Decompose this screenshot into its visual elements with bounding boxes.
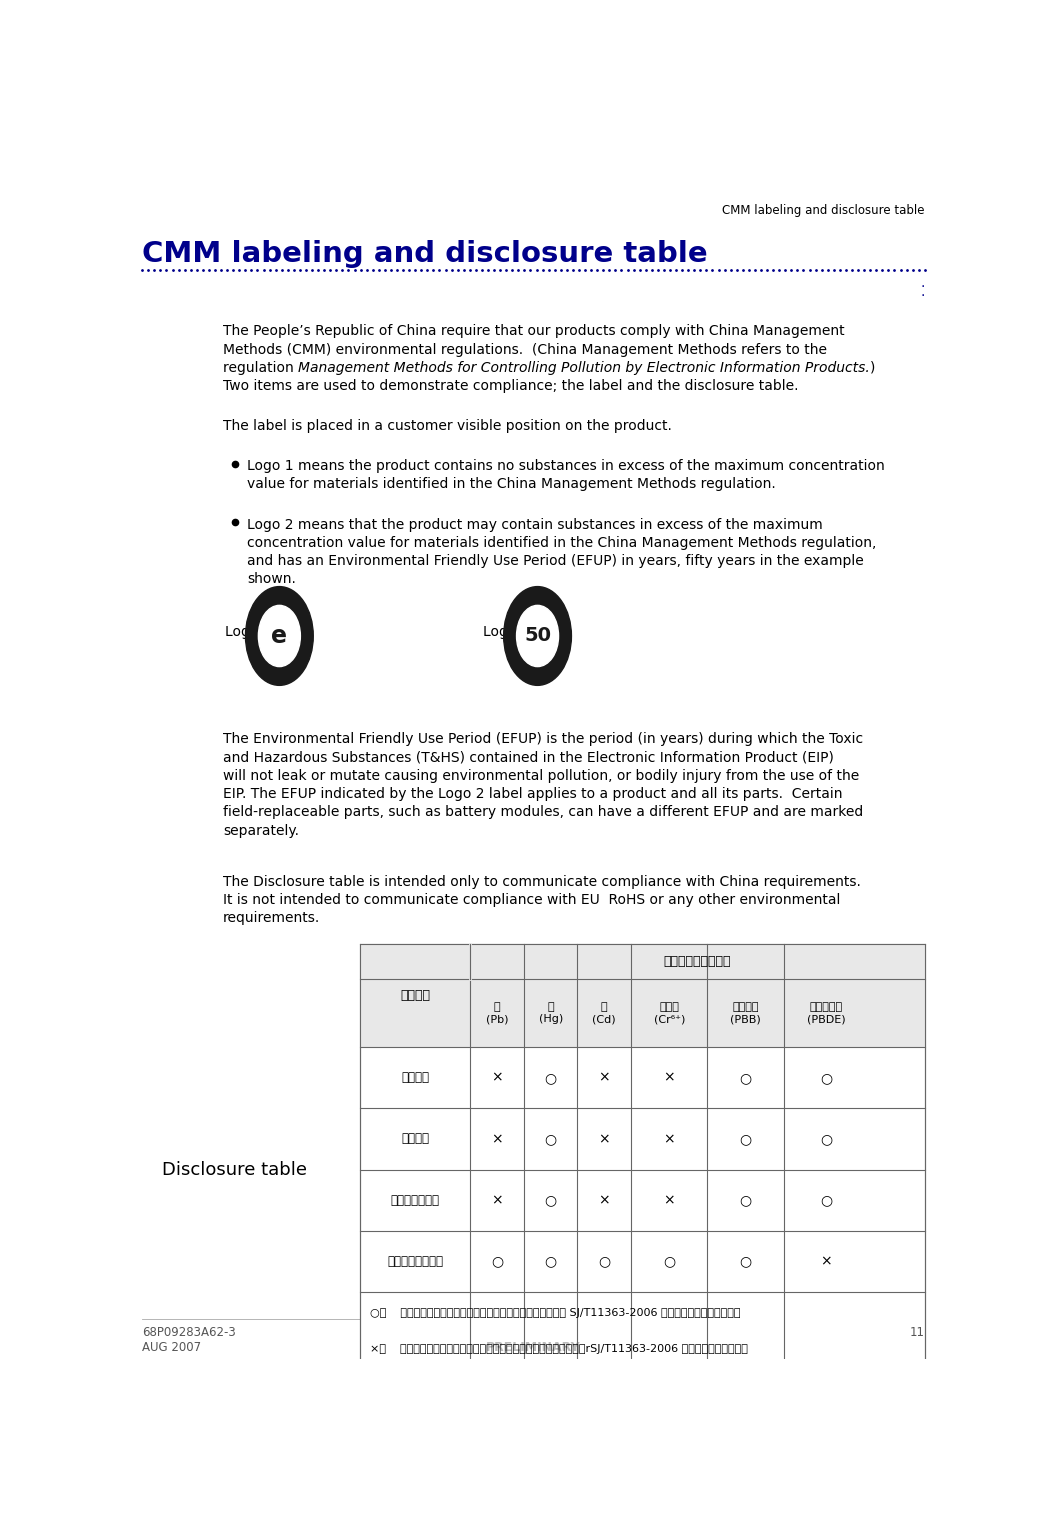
- Text: and has an Environmental Friendly Use Period (EFUP) in years, fifty years in the: and has an Environmental Friendly Use Pe…: [247, 554, 864, 568]
- Text: ○: ○: [739, 1070, 752, 1084]
- Text: ×: ×: [491, 1132, 503, 1145]
- Text: CMM labeling and disclosure table: CMM labeling and disclosure table: [722, 205, 924, 217]
- Text: ○: ○: [544, 1193, 557, 1208]
- Text: ○: ○: [663, 1254, 676, 1269]
- Text: ×: ×: [599, 1132, 610, 1145]
- Text: ○: ○: [491, 1254, 503, 1269]
- Text: 多溨联苯
(PBB): 多溨联苯 (PBB): [730, 1002, 761, 1025]
- Bar: [360, 944, 924, 1416]
- Text: ○: ○: [544, 1070, 557, 1084]
- Text: requirements.: requirements.: [223, 912, 321, 925]
- Text: ×: ×: [663, 1070, 675, 1084]
- Text: 钓
(Pb): 钓 (Pb): [486, 1002, 508, 1025]
- Text: It is not intended to communicate compliance with EU  RoHS or any other environm: It is not intended to communicate compli…: [223, 893, 840, 907]
- Text: ○: ○: [820, 1193, 832, 1208]
- Text: Management Methods for Controlling Pollution by Electronic Information Products.: Management Methods for Controlling Pollu…: [298, 360, 870, 374]
- Text: will not leak or mutate causing environmental pollution, or bodily injury from t: will not leak or mutate causing environm…: [223, 768, 859, 783]
- Text: Disclosure table: Disclosure table: [162, 1161, 307, 1179]
- Text: ): ): [870, 360, 875, 374]
- Circle shape: [246, 586, 313, 686]
- Text: 11: 11: [910, 1325, 924, 1339]
- Text: Logo 1 means the product contains no substances in excess of the maximum concent: Logo 1 means the product contains no sub…: [247, 460, 885, 473]
- Text: 68P09283A62-3: 68P09283A62-3: [143, 1325, 236, 1339]
- Circle shape: [516, 605, 559, 667]
- Text: ○：    表示该有毒有害物质在该部件所有均质材料中的含量均在 SJ/T11363-2006 标准规定的限量要求以下。: ○： 表示该有毒有害物质在该部件所有均质材料中的含量均在 SJ/T11363-2…: [370, 1309, 740, 1318]
- Text: ×: ×: [663, 1193, 675, 1208]
- Text: The label is placed in a customer visible position on the product.: The label is placed in a customer visibl…: [223, 418, 671, 434]
- Text: ×: ×: [491, 1070, 503, 1084]
- Bar: [360, 944, 924, 979]
- Text: separately.: separately.: [223, 823, 299, 837]
- Text: ○: ○: [544, 1132, 557, 1145]
- Text: Two items are used to demonstrate compliance; the label and the disclosure table: Two items are used to demonstrate compli…: [223, 379, 798, 392]
- Text: shown.: shown.: [247, 573, 296, 586]
- Text: 镎
(Cd): 镎 (Cd): [592, 1002, 616, 1025]
- Text: ×: ×: [491, 1193, 503, 1208]
- Text: 六价铬
(Cr⁶⁺): 六价铬 (Cr⁶⁺): [654, 1002, 685, 1025]
- Text: ○: ○: [739, 1193, 752, 1208]
- Text: Logo 2: Logo 2: [483, 626, 530, 640]
- Text: ×: ×: [663, 1132, 675, 1145]
- Text: ○: ○: [739, 1254, 752, 1269]
- Text: ·: ·: [920, 279, 924, 293]
- Text: Logo 2 means that the product may contain substances in excess of the maximum: Logo 2 means that the product may contai…: [247, 518, 822, 531]
- Text: ○: ○: [599, 1254, 610, 1269]
- Text: 部件名称: 部件名称: [400, 989, 430, 1002]
- Text: PRELIMINARY: PRELIMINARY: [486, 1341, 581, 1354]
- Text: 汞
(Hg): 汞 (Hg): [538, 1002, 563, 1025]
- Text: The Disclosure table is intended only to communicate compliance with China requi: The Disclosure table is intended only to…: [223, 875, 861, 889]
- Circle shape: [258, 605, 301, 667]
- Text: ×：    表示该有毒有害物质至少在该部件的某一均质材料中的含量超出rSJ/T11363-2006 标准规定的限量要求。: ×： 表示该有毒有害物质至少在该部件的某一均质材料中的含量超出rSJ/T1136…: [370, 1344, 747, 1353]
- Text: value for materials identified in the China Management Methods regulation.: value for materials identified in the Ch…: [247, 478, 776, 492]
- Text: EIP. The EFUP indicated by the Logo 2 label applies to a product and all its par: EIP. The EFUP indicated by the Logo 2 la…: [223, 786, 842, 802]
- Text: 塑料和聚合物部件: 塑料和聚合物部件: [387, 1255, 443, 1267]
- Text: field-replaceable parts, such as battery modules, can have a different EFUP and : field-replaceable parts, such as battery…: [223, 805, 863, 820]
- Text: ×: ×: [599, 1070, 610, 1084]
- Text: The People’s Republic of China require that our products comply with China Manag: The People’s Republic of China require t…: [223, 324, 844, 339]
- Text: ○: ○: [739, 1132, 752, 1145]
- Text: ○: ○: [820, 1132, 832, 1145]
- Text: 50: 50: [524, 626, 551, 646]
- Text: Logo 1: Logo 1: [225, 626, 272, 640]
- Bar: [360, 979, 924, 1048]
- Text: 电缆及电缆组件: 电缆及电缆组件: [390, 1194, 439, 1206]
- Text: Methods (CMM) environmental regulations.  (China Management Methods refers to th: Methods (CMM) environmental regulations.…: [223, 342, 827, 357]
- Text: regulation: regulation: [223, 360, 298, 374]
- Text: concentration value for materials identified in the China Management Methods reg: concentration value for materials identi…: [247, 536, 877, 550]
- Circle shape: [504, 586, 572, 686]
- Text: 金属部件: 金属部件: [401, 1072, 429, 1084]
- Text: e: e: [272, 625, 287, 647]
- Text: ○: ○: [820, 1070, 832, 1084]
- Text: ○: ○: [544, 1254, 557, 1269]
- Text: and Hazardous Substances (T&HS) contained in the Electronic Information Product : and Hazardous Substances (T&HS) containe…: [223, 751, 834, 765]
- Text: ×: ×: [599, 1193, 610, 1208]
- Text: CMM labeling and disclosure table: CMM labeling and disclosure table: [143, 240, 708, 267]
- Text: AUG 2007: AUG 2007: [143, 1341, 201, 1354]
- Text: 有毒有害物质或元素: 有毒有害物质或元素: [664, 954, 731, 968]
- Text: 电路模块: 电路模块: [401, 1133, 429, 1145]
- Text: 多溨二苯醚
(PBDE): 多溨二苯醚 (PBDE): [807, 1002, 845, 1025]
- Text: The Environmental Friendly Use Period (EFUP) is the period (in years) during whi: The Environmental Friendly Use Period (E…: [223, 733, 863, 747]
- Text: ×: ×: [820, 1254, 832, 1269]
- Text: ·: ·: [920, 289, 924, 302]
